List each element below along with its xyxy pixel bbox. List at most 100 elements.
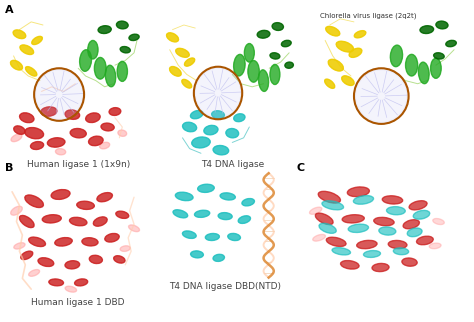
Ellipse shape (105, 65, 116, 87)
Ellipse shape (332, 248, 350, 255)
Ellipse shape (354, 195, 374, 204)
Ellipse shape (270, 53, 280, 59)
Ellipse shape (446, 40, 456, 47)
Ellipse shape (30, 142, 44, 149)
Ellipse shape (117, 61, 128, 81)
Ellipse shape (19, 113, 34, 123)
Ellipse shape (191, 110, 203, 119)
Ellipse shape (429, 243, 441, 249)
Circle shape (36, 70, 83, 119)
Ellipse shape (100, 142, 109, 149)
Ellipse shape (220, 193, 235, 200)
Ellipse shape (409, 201, 427, 210)
Ellipse shape (28, 237, 46, 247)
Ellipse shape (65, 261, 80, 269)
Ellipse shape (129, 34, 139, 41)
Ellipse shape (336, 41, 354, 52)
Ellipse shape (228, 233, 240, 241)
Ellipse shape (342, 215, 365, 223)
Ellipse shape (98, 26, 111, 33)
Ellipse shape (245, 43, 255, 62)
Ellipse shape (313, 234, 326, 241)
Ellipse shape (47, 138, 65, 147)
Ellipse shape (101, 123, 114, 131)
Ellipse shape (218, 213, 232, 220)
Ellipse shape (205, 233, 219, 241)
Ellipse shape (204, 125, 218, 135)
Ellipse shape (272, 23, 283, 30)
Ellipse shape (430, 58, 441, 78)
Text: Chlorella virus ligase (2q2t): Chlorella virus ligase (2q2t) (319, 13, 416, 19)
Ellipse shape (120, 246, 130, 251)
Ellipse shape (80, 50, 91, 71)
Ellipse shape (212, 111, 224, 118)
Ellipse shape (242, 199, 255, 206)
Ellipse shape (348, 224, 368, 232)
Ellipse shape (402, 258, 417, 266)
Ellipse shape (322, 201, 344, 210)
Ellipse shape (14, 126, 25, 134)
Ellipse shape (74, 279, 88, 286)
Ellipse shape (282, 40, 291, 47)
Ellipse shape (354, 31, 366, 38)
Ellipse shape (388, 241, 407, 249)
Ellipse shape (194, 210, 210, 217)
Ellipse shape (120, 47, 130, 53)
Ellipse shape (82, 238, 98, 246)
Ellipse shape (417, 236, 433, 245)
Ellipse shape (41, 107, 57, 116)
Ellipse shape (170, 67, 181, 76)
Ellipse shape (38, 258, 54, 267)
Ellipse shape (55, 238, 72, 246)
Text: T4 DNA ligase DBD(NTD): T4 DNA ligase DBD(NTD) (169, 282, 281, 291)
Ellipse shape (325, 79, 335, 88)
Ellipse shape (175, 192, 193, 201)
Ellipse shape (173, 210, 188, 218)
Ellipse shape (407, 228, 422, 237)
Ellipse shape (10, 60, 22, 70)
Ellipse shape (342, 76, 354, 85)
Ellipse shape (11, 206, 22, 215)
Ellipse shape (25, 195, 44, 207)
Text: Human ligase 1 DBD: Human ligase 1 DBD (31, 298, 125, 307)
Ellipse shape (349, 48, 362, 57)
Ellipse shape (319, 223, 336, 233)
Ellipse shape (238, 216, 250, 223)
Ellipse shape (226, 128, 238, 138)
Ellipse shape (403, 220, 419, 229)
Ellipse shape (70, 128, 86, 138)
Ellipse shape (21, 251, 33, 260)
Ellipse shape (26, 67, 37, 76)
Ellipse shape (391, 45, 402, 67)
Ellipse shape (248, 61, 259, 82)
Ellipse shape (234, 54, 245, 76)
Ellipse shape (191, 251, 203, 258)
Ellipse shape (213, 146, 228, 155)
Ellipse shape (184, 58, 195, 66)
Ellipse shape (166, 33, 179, 42)
Ellipse shape (386, 207, 405, 215)
Circle shape (195, 68, 241, 118)
Ellipse shape (88, 41, 98, 59)
Ellipse shape (128, 225, 139, 232)
Ellipse shape (65, 110, 80, 119)
Text: T4 DNA ligase: T4 DNA ligase (201, 160, 264, 169)
Ellipse shape (234, 114, 245, 122)
Text: C: C (296, 163, 304, 173)
Ellipse shape (176, 48, 189, 57)
Ellipse shape (97, 193, 112, 202)
Ellipse shape (118, 130, 127, 136)
Ellipse shape (117, 21, 128, 29)
Circle shape (356, 70, 407, 122)
Ellipse shape (310, 207, 322, 214)
Ellipse shape (436, 21, 448, 29)
Ellipse shape (70, 217, 87, 226)
Ellipse shape (285, 62, 293, 68)
Ellipse shape (192, 137, 210, 148)
Ellipse shape (32, 36, 42, 44)
Ellipse shape (270, 64, 280, 84)
Ellipse shape (19, 215, 34, 228)
Ellipse shape (25, 128, 44, 139)
Ellipse shape (13, 30, 26, 39)
Ellipse shape (258, 70, 269, 91)
